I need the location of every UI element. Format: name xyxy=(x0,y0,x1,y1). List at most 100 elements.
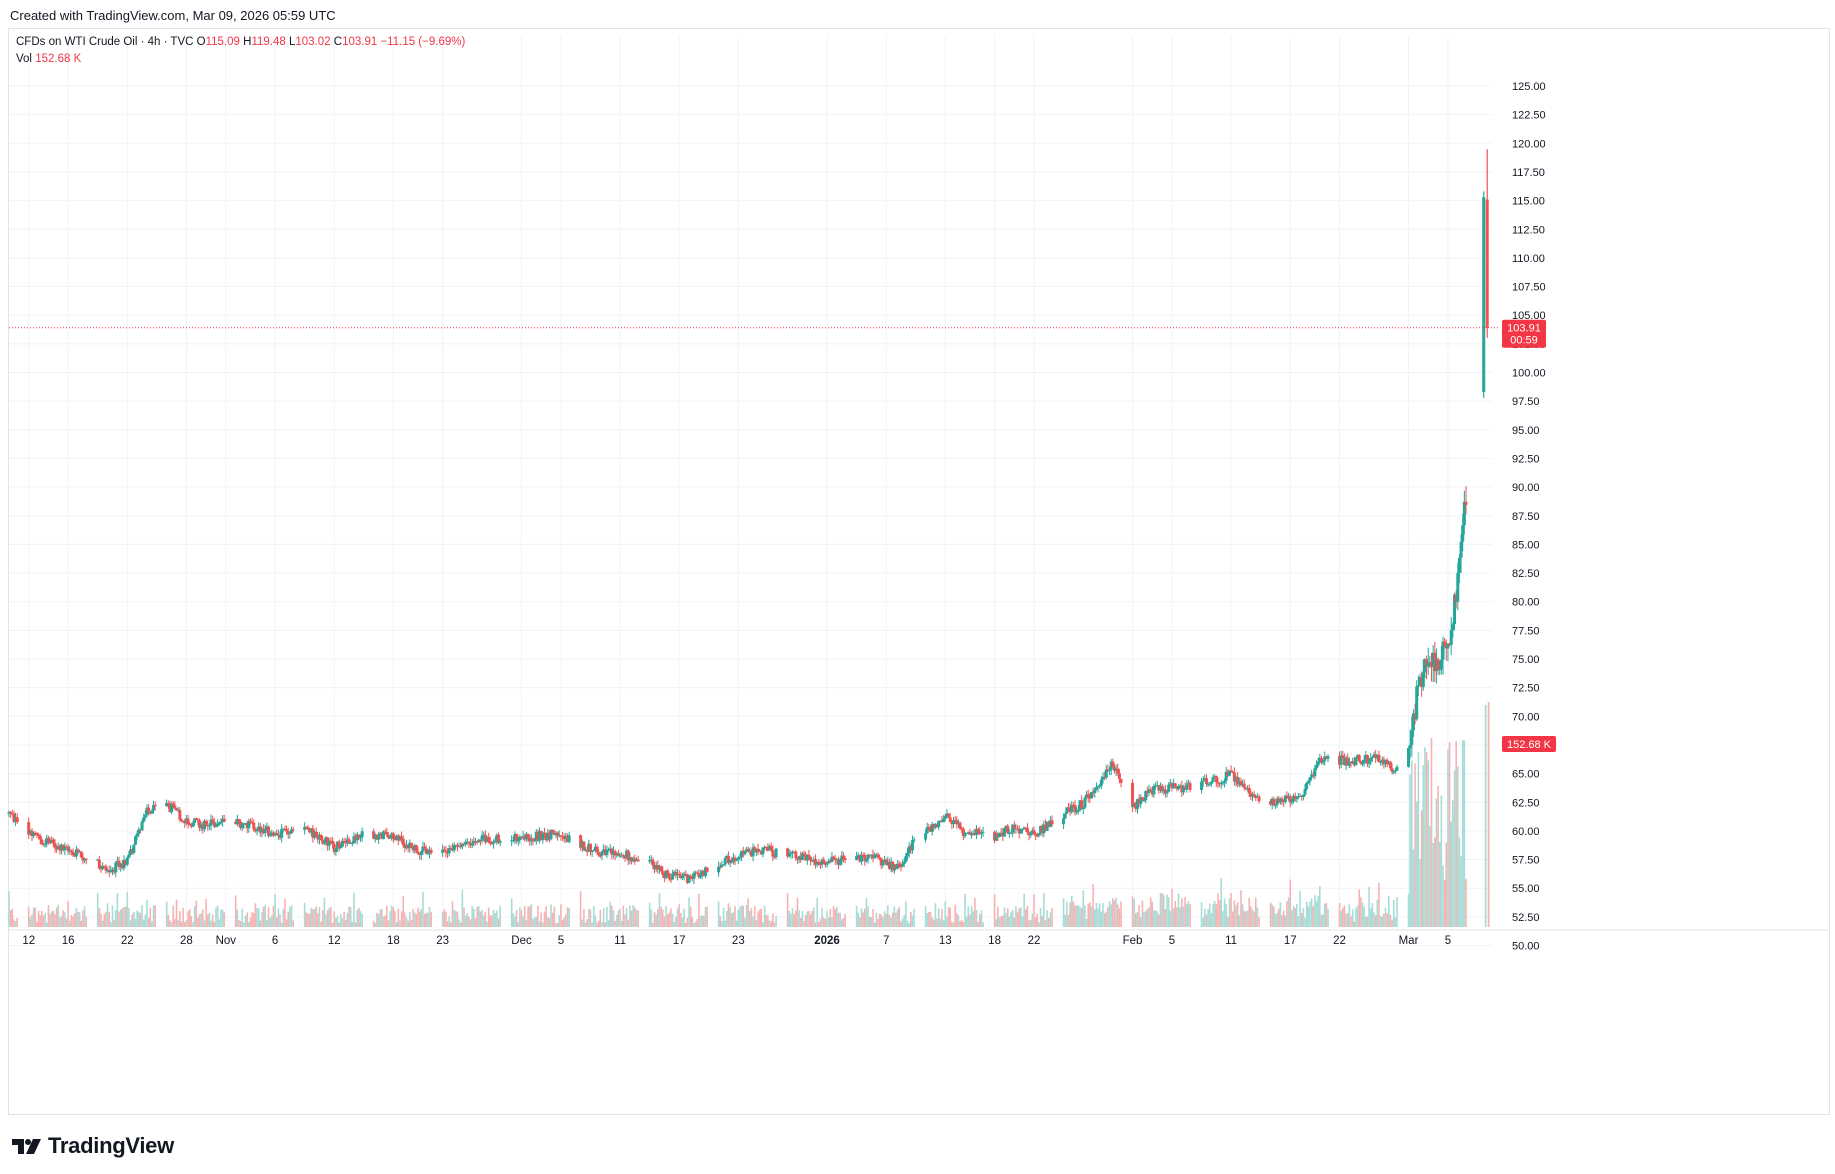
volume-bar xyxy=(415,913,418,927)
candle-body xyxy=(447,848,451,854)
legend-volume-label[interactable]: Vol xyxy=(16,53,32,65)
volume-bar xyxy=(1075,904,1078,927)
volume-bar xyxy=(1420,810,1423,927)
y-tick-label: 55.00 xyxy=(1512,883,1540,895)
volume-bar xyxy=(749,910,751,927)
candle-body xyxy=(48,841,52,844)
volume-bar xyxy=(826,911,828,927)
candle-body xyxy=(789,853,793,855)
candle-body xyxy=(584,849,588,851)
volume-bar xyxy=(489,915,492,927)
candle-body xyxy=(1446,643,1450,649)
candle-body xyxy=(109,870,113,873)
volume-bar xyxy=(106,903,109,927)
candle-body xyxy=(492,842,496,844)
volume-bar xyxy=(878,913,881,927)
volume-bar xyxy=(456,911,459,927)
volume-bar xyxy=(1212,904,1214,927)
volume-bar xyxy=(320,921,322,927)
candle-body xyxy=(901,863,905,867)
candle-body xyxy=(1045,821,1049,831)
volume-bar xyxy=(1286,901,1288,927)
volume-bar xyxy=(864,908,866,927)
candle-body xyxy=(661,871,665,875)
candle-body xyxy=(1273,804,1277,806)
volume-bar xyxy=(1028,920,1030,927)
volume-bar xyxy=(841,919,843,927)
volume-bar xyxy=(1098,903,1101,927)
candle-body xyxy=(564,835,568,840)
candle-body xyxy=(1380,759,1384,762)
candle-body xyxy=(1178,785,1182,787)
candle-body xyxy=(593,846,597,851)
candle-body xyxy=(46,838,50,842)
candle-body xyxy=(280,828,284,838)
volume-bar xyxy=(735,920,738,927)
candle-body xyxy=(621,855,625,857)
volume-bar xyxy=(182,907,184,927)
volume-bar xyxy=(290,905,293,927)
candle-body xyxy=(1418,676,1422,686)
x-tick-label: 22 xyxy=(1333,935,1346,947)
volume-bar xyxy=(361,913,363,927)
candle-body xyxy=(611,851,615,855)
volume-bar xyxy=(706,906,708,927)
volume-bar xyxy=(1361,902,1364,927)
candle-body xyxy=(662,874,666,878)
candle-body xyxy=(805,854,809,861)
candle-body xyxy=(1300,795,1304,797)
volume-bar xyxy=(389,910,391,927)
candle-body xyxy=(83,858,87,861)
chart-frame[interactable] xyxy=(8,28,1830,1115)
volume-bar xyxy=(591,922,593,927)
volume-bar xyxy=(341,918,344,927)
candle-body xyxy=(745,849,749,852)
candle-body xyxy=(78,851,82,853)
volume-bar xyxy=(210,920,212,927)
candle-body xyxy=(950,821,954,825)
x-tick-label: 18 xyxy=(988,935,1001,947)
candle-body xyxy=(595,846,599,852)
candle-body xyxy=(1139,797,1143,805)
candle-body xyxy=(817,861,821,865)
volume-bar xyxy=(251,912,253,927)
candle-body xyxy=(15,817,19,823)
y-tick-label: 60.00 xyxy=(1512,826,1540,838)
candle-body xyxy=(1078,800,1082,811)
candle-body xyxy=(1308,777,1312,782)
volume-bar xyxy=(1200,902,1203,927)
volume-bar xyxy=(68,920,71,927)
candle-body xyxy=(84,858,88,860)
candle-body xyxy=(189,824,193,827)
volume-bar xyxy=(893,906,896,927)
candle-body xyxy=(840,855,844,861)
volume-bar xyxy=(183,922,186,927)
legend-volume-row: Vol 152.68 K xyxy=(16,51,465,68)
candle-body xyxy=(1416,685,1420,687)
volume-bar xyxy=(180,921,183,927)
tradingview-logo[interactable]: TradingView xyxy=(12,1133,174,1159)
candle-body xyxy=(620,855,624,857)
candle-body xyxy=(1004,825,1008,829)
volume-bar xyxy=(895,912,897,927)
candle-body xyxy=(1160,785,1164,792)
x-tick-label: 5 xyxy=(1169,935,1175,947)
volume-bar xyxy=(1430,738,1433,927)
volume-bar xyxy=(64,912,66,927)
candle-body xyxy=(827,860,831,864)
volume-bar xyxy=(312,909,314,927)
volume-bar xyxy=(556,922,559,927)
candle-body xyxy=(883,859,887,863)
volume-bar xyxy=(855,905,858,927)
legend-symbol[interactable]: CFDs on WTI Crude Oil · 4h · TVC xyxy=(16,36,194,48)
volume-bar xyxy=(289,906,291,927)
volume-bar xyxy=(259,920,262,927)
candle-body xyxy=(1356,755,1360,758)
volume-bar xyxy=(197,917,199,927)
legend: CFDs on WTI Crude Oil · 4h · TVC O115.09… xyxy=(16,34,465,68)
y-tick-label: 117.50 xyxy=(1512,167,1545,179)
volume-bar xyxy=(430,911,432,927)
x-tick-label: 23 xyxy=(732,935,745,947)
candle-body xyxy=(871,854,875,859)
